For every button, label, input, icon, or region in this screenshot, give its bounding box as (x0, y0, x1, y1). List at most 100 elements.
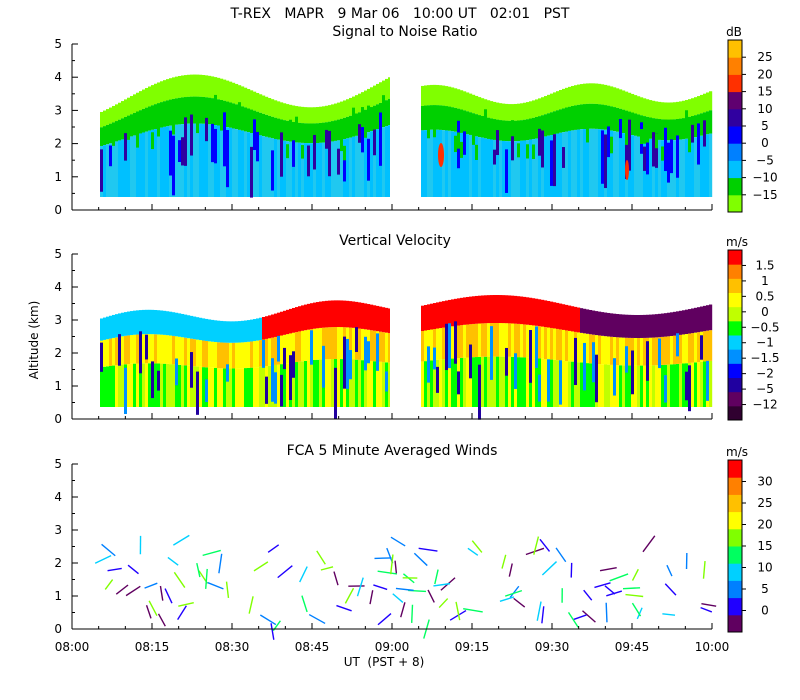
vel-cell (100, 342, 103, 372)
snr-cell (169, 130, 172, 176)
snr-cell (676, 101, 680, 120)
vel-cell (586, 309, 590, 334)
vel-cell (670, 335, 674, 365)
snr-cell (643, 98, 647, 117)
snr-cell (280, 102, 284, 120)
vel-cell (520, 357, 524, 407)
vel-cell (163, 363, 167, 407)
vel-cell (457, 325, 461, 359)
colorbar-swatch (728, 57, 742, 75)
vel-cell (112, 314, 116, 338)
vel-cell (262, 339, 265, 368)
snr-cell (463, 110, 467, 134)
vel-cell (544, 327, 548, 360)
vel-cell (250, 367, 254, 407)
vel-cell (700, 361, 704, 407)
vel-cell (589, 363, 593, 407)
vel-cell (676, 333, 679, 357)
vel-cell (577, 307, 581, 333)
colorbar-label: 20 (757, 67, 772, 81)
vel-cell (451, 299, 455, 327)
wind-barb (270, 623, 275, 640)
vel-cell (517, 357, 521, 407)
vel-cell (376, 361, 380, 407)
vel-cell (568, 305, 572, 331)
snr-cell (550, 93, 554, 113)
vel-cell (532, 358, 536, 407)
snr-cell (334, 103, 338, 121)
snr-cell (454, 135, 457, 153)
vel-cell (427, 346, 430, 383)
snr-cell (631, 93, 635, 113)
snr-cell (493, 101, 497, 120)
vel-cell (163, 310, 167, 335)
snr-cell (292, 142, 296, 197)
snr-cell (286, 104, 290, 121)
vel-cell (307, 329, 311, 361)
snr-cell (265, 114, 269, 137)
vel-cell (349, 350, 352, 380)
vel-cell (322, 301, 326, 328)
vel-cell (538, 299, 542, 327)
snr-cell (358, 93, 362, 113)
vel-cell (151, 361, 154, 399)
vel-cell (220, 368, 224, 407)
y-tick-label: 1 (54, 170, 62, 184)
snr-cell (196, 123, 200, 197)
snr-cell (325, 142, 329, 197)
vel-cell (223, 368, 227, 407)
vel-cell (217, 342, 221, 369)
vel-cell (322, 327, 326, 360)
vel-cell (148, 334, 152, 364)
snr-cell (517, 141, 521, 197)
snr-cell (649, 138, 653, 197)
vel-cell (610, 364, 614, 407)
vel-cell (499, 323, 503, 357)
vel-cell (388, 333, 392, 363)
vel-cell (184, 365, 188, 407)
vel-cell (133, 334, 137, 364)
wind-barb (594, 582, 611, 589)
snr-cell (652, 100, 656, 119)
vel-cell (445, 300, 449, 328)
vel-cell (235, 321, 239, 343)
y-tick-label: 2 (54, 137, 62, 151)
vel-cell (139, 331, 142, 374)
vel-cell (277, 364, 281, 407)
snr-cell (469, 134, 473, 197)
vel-cell (151, 334, 155, 364)
vel-cell (274, 336, 278, 365)
y-tick-label: 1 (54, 379, 62, 393)
snr-cell (328, 130, 331, 177)
snr-cell (517, 143, 520, 158)
snr-cell (532, 139, 536, 197)
vel-cell (565, 361, 569, 407)
vel-cell (352, 301, 356, 328)
vel-cell (502, 295, 506, 324)
vel-cell (181, 313, 185, 338)
snr-cell (655, 101, 659, 119)
snr-cell (583, 128, 587, 197)
snr-cell (688, 116, 692, 139)
vel-cell (691, 362, 695, 407)
snr-cell (124, 133, 127, 161)
snr-cell (484, 99, 488, 117)
snr-cell (310, 143, 314, 197)
vel-cell (598, 364, 602, 407)
snr-cell (568, 86, 572, 107)
vel-cell (526, 297, 530, 325)
vel-cell (286, 363, 290, 407)
vel-cell (430, 360, 434, 407)
vel-cell (514, 323, 518, 358)
snr-cell (502, 120, 506, 141)
snr-cell (352, 136, 356, 197)
vel-cell (487, 295, 491, 324)
wind-barb (356, 577, 364, 597)
snr-cell (178, 97, 182, 125)
wind-barb (664, 583, 677, 596)
vel-cell (313, 328, 317, 361)
vel-cell (301, 361, 305, 407)
vel-cell (244, 342, 248, 369)
vel-cell (169, 364, 173, 407)
colorbar-swatch (728, 580, 742, 599)
